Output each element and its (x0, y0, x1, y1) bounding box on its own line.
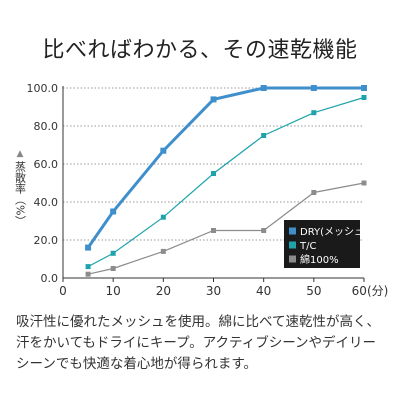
data-point (160, 147, 167, 154)
data-point (85, 264, 91, 270)
y-tick-label: 100.0 (27, 82, 59, 95)
legend-box (284, 220, 360, 268)
x-tick-label: 60(分) (352, 284, 389, 298)
legend-label: DRY(メッシュ) (300, 227, 368, 238)
y-axis-label: ▲ 蒸散率（%） (12, 148, 28, 229)
y-tick-label: 40.0 (34, 196, 59, 209)
chart: 0.0 20.0 40.0 60.0 80.0 100.0 0 10 20 30 40 50 60(分)… (27, 82, 389, 298)
data-point (110, 266, 116, 271)
triangle-icon: ▲ (16, 149, 24, 159)
y-axis-label-text: 蒸散率（%） (13, 161, 27, 227)
data-point (311, 110, 317, 116)
data-point (85, 271, 91, 277)
x-tick-label: 20 (156, 284, 171, 298)
data-point (261, 133, 267, 138)
data-point (211, 171, 216, 176)
description-text: 吸汗性に優れたメッシュを使用。綿に比べて速乾性が高く、汗をかいてもドライにキープ… (16, 314, 380, 372)
x-tick-label: 10 (106, 284, 121, 298)
page-title: 比べればわかる、その速乾機能 (42, 38, 358, 63)
legend-label: T/C (299, 241, 316, 252)
x-tick-label: 40 (256, 284, 271, 298)
x-tick-label: 30 (206, 284, 221, 298)
data-point (110, 208, 117, 215)
data-point (160, 214, 166, 220)
data-point (210, 96, 217, 103)
data-point (211, 228, 216, 233)
data-point (361, 95, 367, 100)
legend-swatch (289, 227, 296, 235)
data-point (311, 190, 317, 195)
data-point (261, 228, 267, 233)
data-point (85, 244, 92, 251)
y-tick-label: 20.0 (34, 234, 59, 247)
y-tick-label: 80.0 (34, 120, 59, 133)
data-point (361, 85, 367, 91)
data-point (361, 180, 367, 186)
data-point (310, 85, 317, 91)
x-tick-label: 0 (59, 284, 67, 298)
y-tick-label: 0.0 (41, 272, 59, 285)
data-point (110, 250, 116, 256)
legend-swatch (289, 241, 296, 249)
legend-swatch (289, 255, 296, 263)
x-tick-label: 50 (306, 284, 321, 298)
data-point (260, 85, 267, 91)
data-point (160, 248, 166, 254)
legend-label: 綿100% (300, 253, 339, 266)
y-tick-label: 60.0 (34, 158, 59, 171)
